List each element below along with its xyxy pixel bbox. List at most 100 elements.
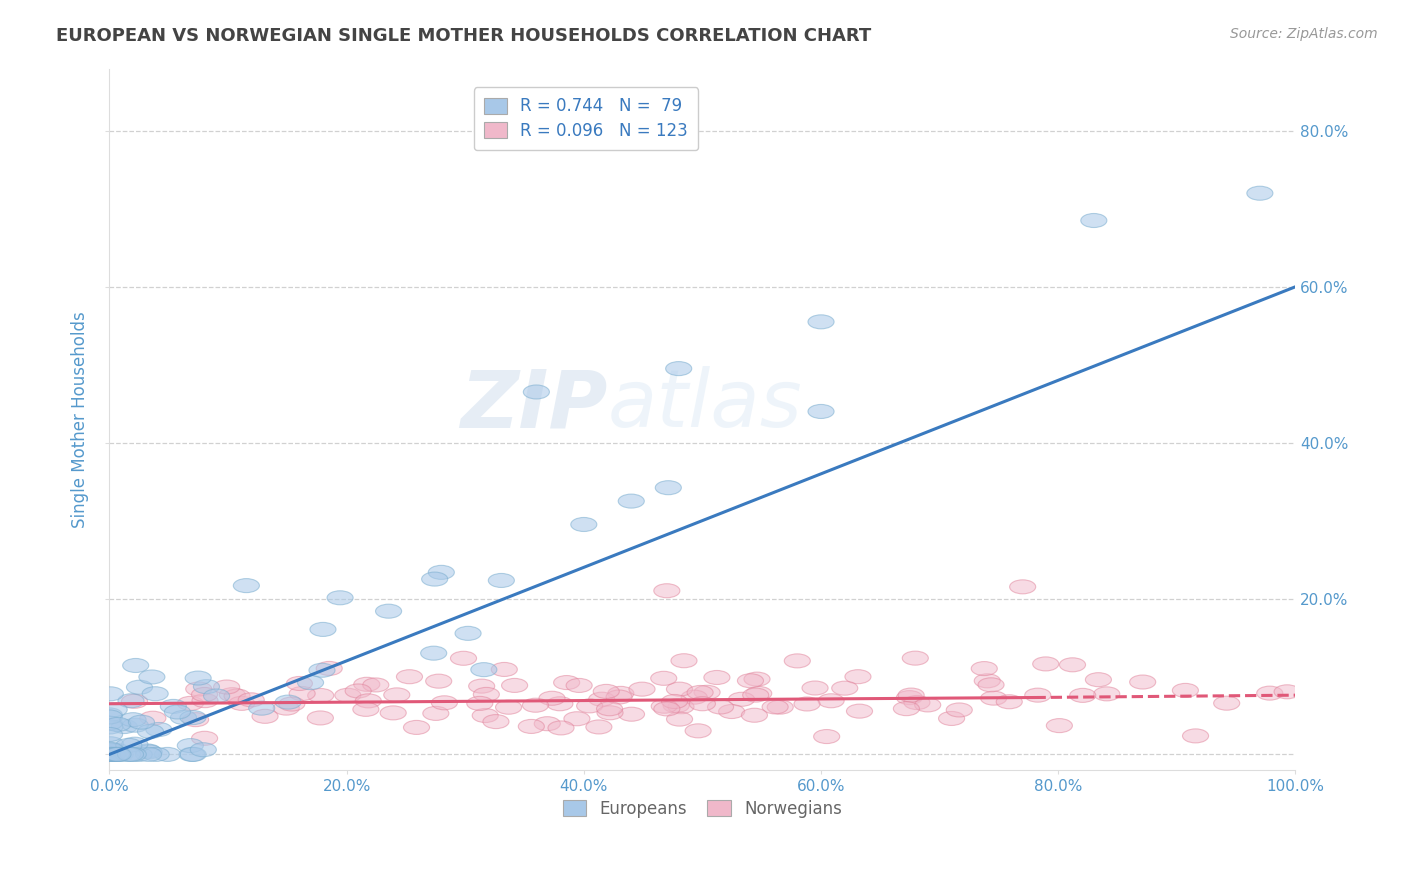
Ellipse shape: [468, 679, 495, 693]
Ellipse shape: [146, 723, 172, 737]
Ellipse shape: [1257, 686, 1282, 700]
Ellipse shape: [904, 696, 929, 709]
Ellipse shape: [127, 681, 152, 694]
Ellipse shape: [177, 739, 204, 753]
Ellipse shape: [915, 698, 941, 712]
Ellipse shape: [219, 688, 246, 702]
Ellipse shape: [193, 694, 218, 707]
Ellipse shape: [122, 658, 149, 673]
Ellipse shape: [596, 702, 623, 715]
Ellipse shape: [136, 745, 162, 759]
Ellipse shape: [190, 743, 217, 756]
Ellipse shape: [143, 747, 169, 762]
Ellipse shape: [97, 728, 122, 741]
Ellipse shape: [384, 688, 409, 702]
Ellipse shape: [745, 687, 772, 700]
Text: atlas: atlas: [607, 367, 803, 444]
Ellipse shape: [177, 697, 204, 710]
Ellipse shape: [554, 675, 579, 690]
Ellipse shape: [180, 711, 207, 724]
Ellipse shape: [375, 604, 402, 618]
Ellipse shape: [655, 481, 682, 495]
Ellipse shape: [128, 715, 155, 729]
Ellipse shape: [668, 699, 695, 714]
Ellipse shape: [707, 700, 734, 714]
Ellipse shape: [118, 694, 143, 707]
Ellipse shape: [122, 737, 148, 751]
Ellipse shape: [607, 686, 634, 700]
Ellipse shape: [308, 711, 333, 725]
Ellipse shape: [1213, 696, 1240, 710]
Ellipse shape: [97, 747, 122, 762]
Ellipse shape: [972, 662, 997, 675]
Ellipse shape: [135, 744, 160, 758]
Ellipse shape: [808, 315, 834, 329]
Ellipse shape: [450, 651, 477, 665]
Ellipse shape: [1094, 687, 1119, 701]
Ellipse shape: [180, 747, 207, 762]
Ellipse shape: [567, 679, 592, 692]
Ellipse shape: [898, 688, 924, 702]
Ellipse shape: [396, 670, 423, 684]
Ellipse shape: [170, 710, 197, 724]
Ellipse shape: [681, 690, 707, 704]
Ellipse shape: [179, 747, 205, 762]
Ellipse shape: [104, 743, 129, 757]
Ellipse shape: [204, 689, 229, 703]
Ellipse shape: [606, 690, 633, 704]
Ellipse shape: [651, 699, 678, 714]
Ellipse shape: [997, 695, 1022, 709]
Ellipse shape: [903, 651, 928, 665]
Ellipse shape: [276, 695, 301, 709]
Ellipse shape: [523, 385, 550, 399]
Ellipse shape: [471, 663, 496, 677]
Ellipse shape: [142, 687, 169, 701]
Ellipse shape: [1129, 675, 1156, 689]
Ellipse shape: [316, 661, 342, 675]
Ellipse shape: [491, 663, 517, 676]
Ellipse shape: [818, 694, 844, 707]
Ellipse shape: [194, 680, 219, 694]
Ellipse shape: [273, 701, 299, 715]
Ellipse shape: [482, 714, 509, 729]
Ellipse shape: [101, 703, 127, 716]
Ellipse shape: [233, 579, 259, 592]
Ellipse shape: [191, 731, 218, 746]
Ellipse shape: [354, 677, 380, 691]
Ellipse shape: [741, 708, 768, 723]
Ellipse shape: [654, 702, 681, 716]
Ellipse shape: [224, 689, 250, 703]
Ellipse shape: [685, 723, 711, 738]
Ellipse shape: [718, 705, 745, 719]
Ellipse shape: [107, 747, 134, 762]
Ellipse shape: [97, 747, 124, 762]
Ellipse shape: [309, 623, 336, 636]
Ellipse shape: [290, 687, 315, 700]
Ellipse shape: [104, 747, 131, 762]
Ellipse shape: [238, 693, 264, 706]
Ellipse shape: [135, 747, 162, 762]
Ellipse shape: [785, 654, 810, 668]
Ellipse shape: [328, 591, 353, 605]
Ellipse shape: [538, 691, 565, 706]
Ellipse shape: [104, 747, 129, 762]
Ellipse shape: [298, 675, 323, 690]
Ellipse shape: [474, 688, 499, 701]
Ellipse shape: [519, 720, 544, 733]
Ellipse shape: [619, 494, 644, 508]
Ellipse shape: [897, 690, 922, 705]
Ellipse shape: [628, 682, 655, 696]
Ellipse shape: [534, 716, 561, 731]
Ellipse shape: [1025, 688, 1050, 702]
Ellipse shape: [97, 710, 122, 724]
Ellipse shape: [586, 720, 612, 734]
Ellipse shape: [502, 679, 527, 692]
Ellipse shape: [744, 672, 770, 686]
Ellipse shape: [495, 700, 522, 714]
Ellipse shape: [420, 646, 447, 660]
Ellipse shape: [120, 747, 146, 762]
Ellipse shape: [1032, 657, 1059, 671]
Ellipse shape: [97, 708, 122, 722]
Ellipse shape: [589, 692, 614, 706]
Ellipse shape: [344, 684, 371, 698]
